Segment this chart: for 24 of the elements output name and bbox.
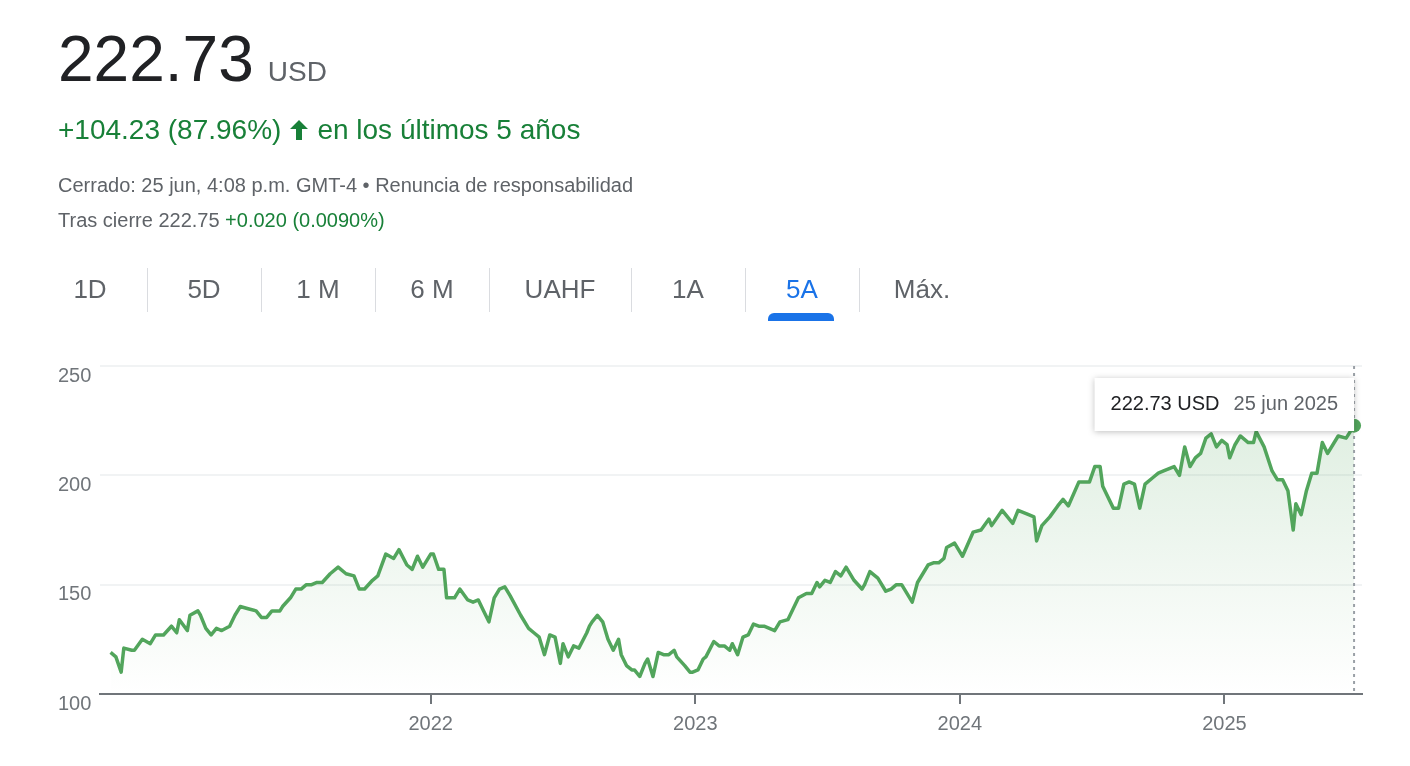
annotation: 25 jun 2025: [1233, 392, 1339, 415]
y-tick-label: 100: [58, 691, 92, 714]
text: 1 M: [296, 274, 340, 305]
y-tick-label: 200: [58, 472, 92, 495]
text: 6 M: [410, 274, 454, 305]
x-tick-label: 2024: [937, 711, 983, 734]
annotation: 222.73 USD: [1110, 392, 1220, 415]
y-tick-label: 250: [58, 363, 92, 386]
y-tick-label: 150: [58, 582, 92, 605]
text: UAHF: [524, 274, 596, 305]
text: en los últimos 5 años: [317, 114, 581, 146]
text: Tras cierre 222.75: [58, 209, 220, 231]
text: 5D: [187, 274, 221, 305]
text: Cerrado: 25 jun, 4:08 p.m. GMT-4 • Renuncia de responsabilidad: [58, 174, 634, 197]
text: 1D: [73, 274, 107, 305]
x-tick-label: 2023: [673, 711, 718, 734]
chart-subtitle: +104.23 (87.96%): [58, 114, 282, 146]
text: Máx.: [893, 274, 951, 305]
x-tick-label: 2022: [408, 711, 453, 734]
text: +0.020 (0.0090%): [224, 209, 385, 231]
chart-title: 222.73 USD: [58, 23, 327, 95]
text: 5A: [786, 274, 818, 305]
text: 1A: [672, 274, 704, 305]
x-tick-label: 2025: [1202, 711, 1247, 734]
